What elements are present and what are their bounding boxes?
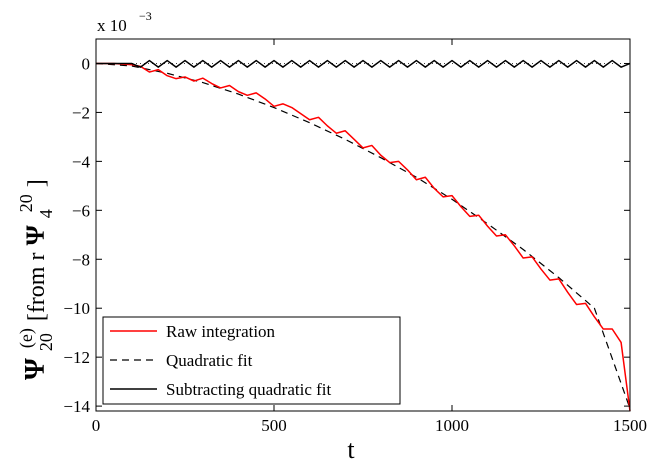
y-axis-label: Ψ 20 (e) [from r Ψ 4 20 ] xyxy=(8,179,59,380)
y-tick-label: −8 xyxy=(72,250,90,269)
x-tick-label: 1000 xyxy=(435,416,469,435)
y-tick-label: −2 xyxy=(72,103,90,122)
x-tick-label: 500 xyxy=(261,416,287,435)
x-tick-label: 0 xyxy=(92,416,101,435)
y-tick-label: −4 xyxy=(72,152,91,171)
y-label-inner-sub: 4 xyxy=(36,209,56,218)
y-label-bracket-close: ] xyxy=(24,179,50,187)
legend-label-raw: Raw integration xyxy=(166,322,276,341)
legend-label-subtracted: Subtracting quadratic fit xyxy=(166,380,332,399)
y-label-inner-sup: 20 xyxy=(16,194,36,212)
series-line-raw-integration xyxy=(96,62,631,412)
y-label-sub: 20 xyxy=(36,333,56,351)
y-label-bracket-open: [from r xyxy=(24,253,50,322)
y-scale-exponent: −3 xyxy=(139,9,152,23)
x-tick-label: 1500 xyxy=(613,416,647,435)
y-tick-label: −6 xyxy=(72,201,90,220)
legend: Raw integration Quadratic fit Subtractin… xyxy=(102,316,401,405)
series-line-subtracting-quadratic-fit xyxy=(96,59,631,68)
axes-layer xyxy=(95,38,631,412)
legend-label-quadratic: Quadratic fit xyxy=(166,351,253,370)
y-scale-factor: x 10 −3 xyxy=(97,9,152,35)
x-axis-label: t xyxy=(347,435,355,462)
svg-text:Ψ 20 (e): Ψ 20 (e) [from r Ψ 4 20 ] xyxy=(8,179,59,380)
y-label-sup: (e) xyxy=(16,328,37,348)
ticks-layer: 0 500 1000 1500 0 −2 −4 −6 −8 −10 −12 −14 xyxy=(63,39,647,435)
y-label-symbol: Ψ xyxy=(20,358,51,380)
series-layer xyxy=(95,59,631,412)
axes-frame xyxy=(95,38,631,412)
y-label-inner-symbol: Ψ xyxy=(21,225,50,246)
y-scale-prefix: x 10 xyxy=(97,16,127,35)
y-tick-label: −14 xyxy=(63,397,90,416)
y-tick-label: −10 xyxy=(63,299,90,318)
y-tick-label: 0 xyxy=(82,54,91,73)
y-tick-label: −12 xyxy=(63,348,90,367)
